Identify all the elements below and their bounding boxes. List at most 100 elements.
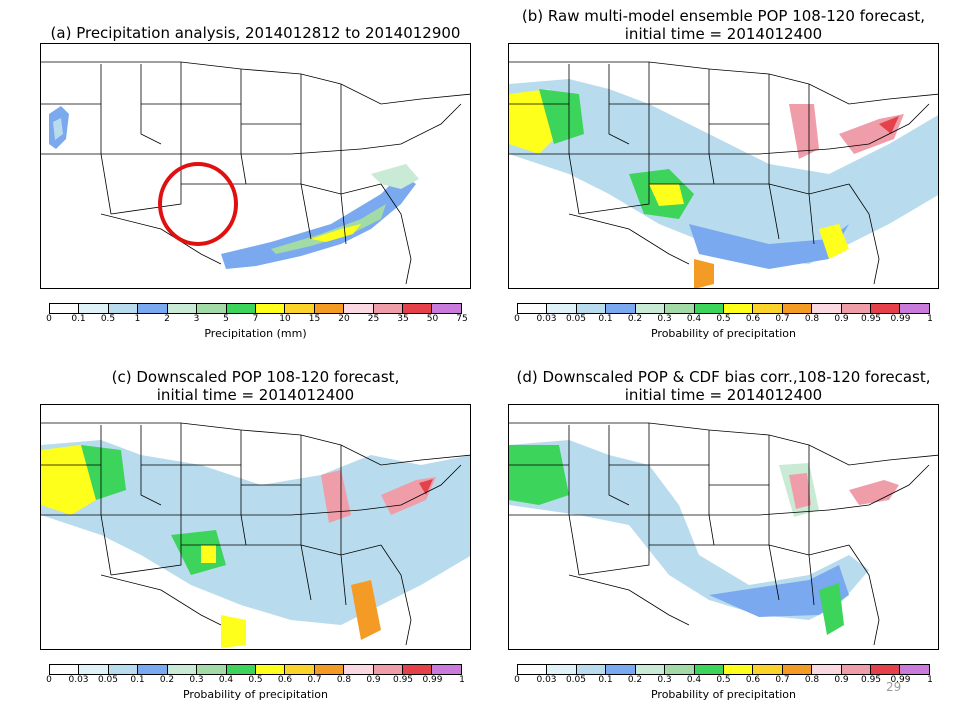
colorbar-swatch xyxy=(432,665,461,674)
colorbar-tick: 20 xyxy=(338,314,350,324)
colorbar-tick: 0.6 xyxy=(745,314,761,324)
colorbar-tick: 7 xyxy=(252,314,259,324)
panel-a-title-line1: (a) Precipitation analysis, 2014012812 t… xyxy=(50,24,461,42)
colorbar-swatch xyxy=(547,304,577,313)
colorbar-swatch xyxy=(344,304,374,313)
colorbar-swatch xyxy=(138,304,168,313)
colorbar-swatch xyxy=(344,665,374,674)
panel-d-map-graphic xyxy=(509,422,938,646)
colorbar-tick: 0 xyxy=(46,314,52,324)
colorbar-tick: 0.03 xyxy=(536,314,557,324)
panel-d-title: (d) Downscaled POP & CDF bias corr.,108-… xyxy=(508,368,939,404)
colorbar-tick: 0.3 xyxy=(657,314,672,324)
colorbar-tick: 0.7 xyxy=(775,314,790,324)
panel-b-colorbar xyxy=(517,303,930,314)
colorbar-swatch xyxy=(723,304,754,313)
colorbar-tick: 1 xyxy=(927,675,933,685)
panel-b-map xyxy=(508,43,939,289)
colorbar-swatch xyxy=(518,304,548,313)
colorbar-swatch xyxy=(108,304,139,313)
panel-a-colorbar-ticks: 0 0.1 0.5 1 2 3 5 7 10 15 20 25 35 50 75 xyxy=(46,314,468,328)
colorbar-swatch xyxy=(373,665,404,674)
colorbar-tick: 1 xyxy=(459,675,465,685)
colorbar-swatch xyxy=(606,304,636,313)
panel-c-title-line2: initial time = 2014012400 xyxy=(156,386,355,404)
panel-d-colorbar-label: Probability of precipitation xyxy=(650,688,797,701)
pop-area-four-corners-core xyxy=(201,545,216,563)
colorbar-swatch xyxy=(782,665,813,674)
pop-area-broad xyxy=(509,440,869,620)
colorbar-swatch xyxy=(50,665,80,674)
colorbar-swatch xyxy=(665,665,695,674)
panel-b-title-line1: (b) Raw multi-model ensemble POP 108-120… xyxy=(521,7,926,25)
pop-area-southeast-coast xyxy=(819,583,844,635)
colorbar-swatch xyxy=(900,304,929,313)
colorbar-tick: 1 xyxy=(927,314,933,324)
pop-area-pacific-nw-outer xyxy=(539,89,584,144)
colorbar-tick: 0.3 xyxy=(657,675,672,685)
colorbar-swatch xyxy=(403,665,433,674)
precip-area-gulf-coast-mid xyxy=(271,204,386,254)
colorbar-swatch xyxy=(694,304,724,313)
colorbar-swatch xyxy=(285,665,315,674)
colorbar-swatch xyxy=(694,665,724,674)
colorbar-tick: 0.03 xyxy=(68,675,89,685)
panel-b-colorbar-ticks: 0 0.03 0.05 0.1 0.2 0.3 0.4 0.5 0.6 0.7 … xyxy=(514,314,933,328)
colorbar-swatch xyxy=(138,665,168,674)
colorbar-swatch xyxy=(576,665,607,674)
panel-c-map-graphic xyxy=(41,422,470,648)
colorbar-tick: 5 xyxy=(223,314,229,324)
colorbar-tick: 15 xyxy=(308,314,321,324)
colorbar-tick: 0.03 xyxy=(536,675,557,685)
panel-b-title-line2: initial time = 2014012400 xyxy=(624,25,823,43)
colorbar-swatch xyxy=(841,665,872,674)
colorbar-tick: 0.2 xyxy=(627,675,643,685)
colorbar-swatch xyxy=(79,304,109,313)
panel-c-colorbar-ticks: 0 0.03 0.05 0.1 0.2 0.3 0.4 0.5 0.6 0.7 … xyxy=(46,675,465,689)
panel-c-map xyxy=(40,404,471,650)
colorbar-swatch xyxy=(841,304,872,313)
colorbar-swatch xyxy=(812,304,842,313)
colorbar-swatch xyxy=(635,304,666,313)
pop-area-northeast-core xyxy=(419,479,433,495)
colorbar-swatch xyxy=(255,665,286,674)
state-boundaries xyxy=(41,61,470,285)
pop-area-four-corners xyxy=(171,530,226,575)
colorbar-swatch xyxy=(197,665,227,674)
precip-area-gulf-coast-core xyxy=(311,224,361,242)
colorbar-tick: 0.6 xyxy=(277,675,293,685)
pop-area-south-texas xyxy=(221,615,246,648)
colorbar-swatch xyxy=(432,304,461,313)
colorbar-tick: 2 xyxy=(164,314,170,324)
colorbar-tick: 0.1 xyxy=(130,675,145,685)
colorbar-swatch xyxy=(108,665,139,674)
colorbar-tick: 0.7 xyxy=(307,675,322,685)
panel-b-map-graphic xyxy=(509,61,938,288)
colorbar-tick: 3 xyxy=(193,314,200,324)
colorbar-swatch xyxy=(255,304,286,313)
colorbar-tick: 0.5 xyxy=(716,675,731,685)
colorbar-tick: 0 xyxy=(514,675,520,685)
panel-d-colorbar xyxy=(517,664,930,675)
colorbar-swatch xyxy=(403,304,433,313)
colorbar-tick: 0.95 xyxy=(860,675,882,685)
colorbar-swatch xyxy=(314,304,345,313)
colorbar-swatch xyxy=(314,665,345,674)
colorbar-tick: 50 xyxy=(426,314,439,324)
panel-a-map-graphic xyxy=(41,61,470,285)
colorbar-swatch xyxy=(197,304,227,313)
precip-area-pacific-nw-inner xyxy=(53,118,63,140)
colorbar-swatch xyxy=(606,665,636,674)
pop-area-four-corners-core xyxy=(649,184,684,206)
precip-area-carolinas xyxy=(371,164,419,189)
colorbar-tick: 0.05 xyxy=(565,314,587,324)
colorbar-tick: 0.3 xyxy=(189,675,204,685)
colorbar-tick: 0.9 xyxy=(834,314,849,324)
panel-c-title-line1: (c) Downscaled POP 108-120 forecast, xyxy=(111,368,400,386)
pop-area-great-lakes-core xyxy=(789,473,811,509)
panel-a-colorbar xyxy=(49,303,462,314)
panel-c-colorbar-label: Probability of precipitation xyxy=(182,688,329,701)
colorbar-tick: 0.1 xyxy=(598,314,613,324)
colorbar-tick: 0.05 xyxy=(97,675,119,685)
colorbar-tick: 25 xyxy=(367,314,380,324)
